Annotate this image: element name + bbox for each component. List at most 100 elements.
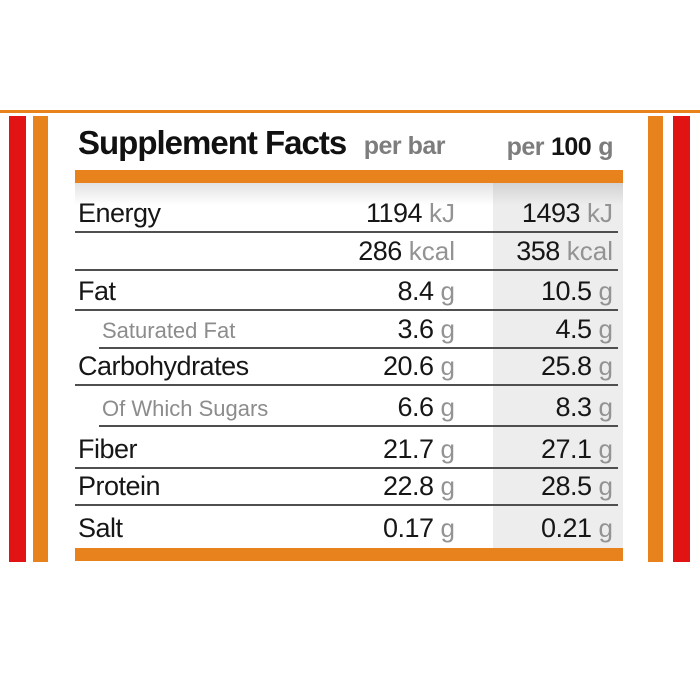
row-right-cell: 28.5 g <box>493 471 623 506</box>
per-bar-value: 286 kcal <box>358 236 455 267</box>
row-left-cell: Fiber 21.7 g <box>75 434 493 469</box>
per-100g-amount: 10.5 <box>540 276 592 306</box>
nutrient-name: Carbohydrates <box>78 351 249 381</box>
row-right-cell: 4.5 g <box>493 314 623 349</box>
per-bar-unit: g <box>440 276 455 306</box>
per-100g-value: 27.1 g <box>541 434 613 465</box>
per-100g-unit-label: kJ <box>587 198 613 228</box>
per-100g-unit-label: kcal <box>566 236 613 266</box>
right-orange-stripe <box>648 116 663 562</box>
left-red-stripe <box>9 116 26 562</box>
row-left-cell: Energy 1194 kJ <box>75 198 493 233</box>
per-100g-value: 8.3 g <box>555 392 613 423</box>
footer-orange-bar <box>75 548 623 561</box>
per-100g-unit-label: g <box>598 471 613 501</box>
table-row: Salt 0.17 g 0.21 g <box>75 506 623 548</box>
per-100g-amount: 1493 <box>521 198 581 228</box>
per-100g-value: 28.5 g <box>541 471 613 502</box>
per-bar-amount: 1194 <box>365 198 423 228</box>
row-left-cell: 286 kcal <box>75 236 493 271</box>
per-100g-unit-label: g <box>598 314 613 344</box>
panel-title: Supplement Facts <box>78 124 347 161</box>
nutrient-name: Of Which Sugars <box>102 396 269 421</box>
per-100g-amount: 27.1 <box>540 434 592 464</box>
right-red-stripe <box>673 116 690 562</box>
per-100g-value: 10.5 g <box>541 276 613 307</box>
per-bar-unit: g <box>440 314 455 344</box>
table-row: 286 kcal 358 kcal <box>75 233 623 271</box>
row-right-cell: 8.3 g <box>493 392 623 427</box>
per-bar-unit: kcal <box>408 236 455 266</box>
per-100g-unit-label: g <box>598 276 613 306</box>
row-left-cell: Of Which Sugars 6.6 g <box>75 392 493 427</box>
per-bar-value: 1194 kJ <box>366 198 455 229</box>
per-100g-unit: g <box>598 133 613 161</box>
column-header-per-bar: per bar <box>363 132 446 160</box>
per-bar-value: 3.6 g <box>397 314 455 345</box>
per-100g-amount: 0.21 <box>540 513 592 543</box>
per-bar-amount: 6.6 <box>397 392 434 422</box>
per-100g-amount: 8.3 <box>555 392 592 422</box>
per-bar-value: 20.6 g <box>383 351 455 382</box>
row-left-cell: Fat 8.4 g <box>75 276 493 311</box>
per-100g-prefix: per <box>506 133 545 161</box>
per-bar-value: 0.17 g <box>383 513 455 544</box>
per-bar-unit: g <box>440 392 455 422</box>
table-row: Energy 1194 kJ 1493 kJ <box>75 183 623 233</box>
table-row: Fiber 21.7 g 27.1 g <box>75 427 623 469</box>
per-100g-value: 358 kcal <box>516 236 613 267</box>
row-left-cell: Protein 22.8 g <box>75 471 493 506</box>
per-100g-unit-label: g <box>598 351 613 381</box>
nutrient-name: Salt <box>78 513 123 543</box>
per-100g-value: 1493 kJ <box>522 198 613 229</box>
row-left-cell: Carbohydrates 20.6 g <box>75 351 493 386</box>
left-orange-stripe <box>33 116 48 562</box>
row-right-cell: 10.5 g <box>493 276 623 311</box>
per-100g-unit-label: g <box>598 392 613 422</box>
per-100g-value: 0.21 g <box>541 513 613 544</box>
per-bar-value: 21.7 g <box>383 434 455 465</box>
per-bar-unit: kJ <box>429 198 455 228</box>
per-bar-unit: g <box>440 434 455 464</box>
per-bar-unit: g <box>440 471 455 501</box>
per-bar-amount: 8.4 <box>397 276 434 306</box>
per-bar-amount: 20.6 <box>382 351 434 381</box>
per-100g-value: 25.8 g <box>541 351 613 382</box>
per-100g-amount: 25.8 <box>540 351 592 381</box>
nutrient-name: Protein <box>78 471 161 501</box>
table-row: Carbohydrates 20.6 g 25.8 g <box>75 349 623 386</box>
top-divider-line <box>0 110 700 113</box>
nutrient-name: Energy <box>78 198 161 228</box>
table-row: Of Which Sugars 6.6 g 8.3 g <box>75 386 623 427</box>
per-100g-unit-label: g <box>598 434 613 464</box>
row-left-cell: Salt 0.17 g <box>75 513 493 548</box>
header-left-cell: Supplement Facts per bar <box>75 124 493 164</box>
nutrient-name: Fiber <box>78 434 138 464</box>
per-bar-amount: 21.7 <box>382 434 434 464</box>
per-bar-amount: 0.17 <box>382 513 434 543</box>
per-100g-amount: 100 <box>551 133 592 161</box>
column-header-per-100g: per 100 g <box>493 133 623 164</box>
table-row: Saturated Fat 3.6 g 4.5 g <box>75 311 623 349</box>
nutrient-name: Saturated Fat <box>102 318 236 343</box>
per-100g-shaded-column <box>493 183 623 548</box>
panel-header: Supplement Facts per bar per 100 g <box>75 116 623 164</box>
table-row: Fat 8.4 g 10.5 g <box>75 271 623 311</box>
row-right-cell: 25.8 g <box>493 351 623 386</box>
nutrient-name: Fat <box>78 276 116 306</box>
per-100g-amount: 358 <box>516 236 560 266</box>
table-row: Protein 22.8 g 28.5 g <box>75 469 623 506</box>
per-100g-amount: 28.5 <box>540 471 592 501</box>
per-bar-unit: g <box>440 351 455 381</box>
facts-table: Energy 1194 kJ 1493 kJ 286 kcal 358 kcal Fat 8.4 g 1… <box>75 183 623 548</box>
per-100g-unit-label: g <box>598 513 613 543</box>
per-bar-value: 6.6 g <box>397 392 455 423</box>
row-left-cell: Saturated Fat 3.6 g <box>75 314 493 349</box>
per-bar-amount: 22.8 <box>382 471 434 501</box>
row-right-cell: 1493 kJ <box>493 198 623 233</box>
per-bar-unit: g <box>440 513 455 543</box>
per-bar-amount: 3.6 <box>397 314 434 344</box>
per-bar-value: 8.4 g <box>397 276 455 307</box>
per-bar-value: 22.8 g <box>383 471 455 502</box>
